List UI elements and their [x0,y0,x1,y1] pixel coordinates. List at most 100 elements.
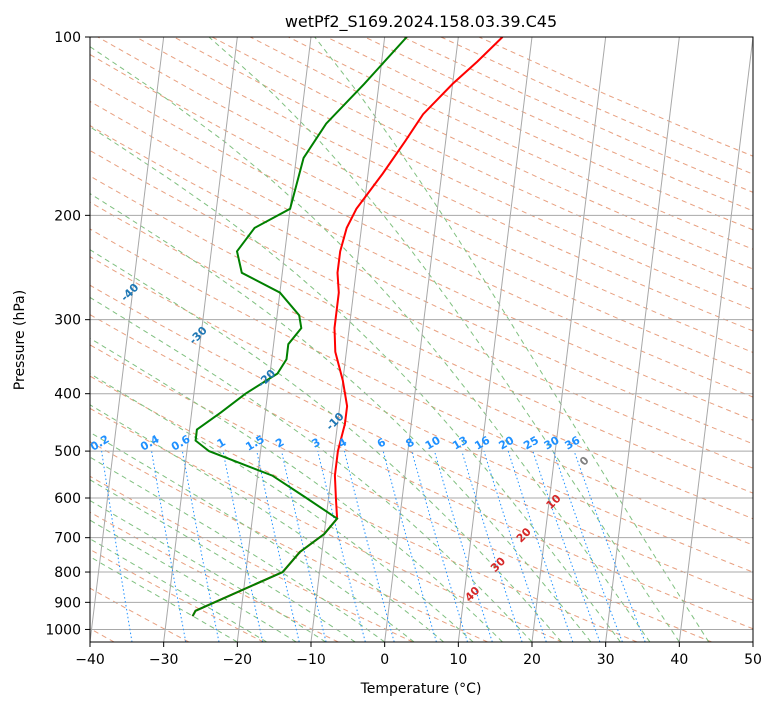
dry-adiabat-line [326,37,753,231]
dry-adiabat-line [90,201,753,520]
y-tick-label: 900 [54,595,81,611]
moist-adiabat-line [314,37,710,642]
moist-adiabat-line [90,500,326,642]
dry-adiabat-line [90,53,753,376]
dry-adiabat-line [440,37,753,175]
mixing-ratio-line [411,450,468,642]
moist-adiabat-line [90,296,533,642]
dry-adiabat-line [478,37,753,157]
mixing-ratio-label: 36 [563,433,583,452]
x-tick-label: 20 [523,652,541,668]
y-axis: 100 200 300 400 500 600 700 800 900 1000 [45,30,90,638]
moist-adiabat-line [90,404,444,642]
x-tick-label: 40 [670,652,688,668]
moist-adiabat-line [90,556,238,642]
moist-adiabat-line [208,37,680,642]
chart-title: wetPf2_S169.2024.158.03.39.C45 [285,12,557,32]
dry-adiabat-line [90,284,753,601]
y-tick-label: 100 [54,30,81,46]
mixing-ratio-line [256,450,300,642]
dry-adiabat-line [90,256,753,573]
mixing-ratio-line [382,450,437,642]
moist-adiabat-line [90,456,385,642]
moist-adiabat-line [90,337,503,642]
mixing-ratio-line [343,450,395,642]
isotherm-line [163,37,238,642]
moist-adiabat-line [90,431,415,642]
dry-adiabats [90,37,753,642]
mixing-ratio-label: 1.5 [243,433,266,454]
mixing-ratio-line [461,450,523,642]
y-tick-label: 600 [54,491,81,507]
moist-adiabat-line [90,538,268,642]
y-tick-label: 800 [54,565,81,581]
dry-adiabat-line [90,149,753,469]
x-tick-label: 0 [380,652,389,668]
isotherm-label: -30 [187,324,210,347]
mixing-ratio-label: 16 [472,433,492,452]
moist-adiabats [90,37,710,642]
mixing-ratio-line [573,450,646,642]
dry-adiabat-line [364,37,753,212]
y-axis-label: Pressure (hPa) [12,290,28,390]
dry-adiabat-line [173,37,753,311]
isotherm-line [310,37,386,642]
mixing-ratio-label: 20 [497,433,517,452]
x-tick-label: −30 [149,652,179,668]
moist-adiabat-line [90,193,592,642]
isotherm-line [457,37,533,642]
moist-adiabat-line [90,46,651,642]
isotherm-line [90,37,165,642]
y-tick-label: 400 [54,387,81,403]
isotherm-line [236,37,312,642]
mixing-ratio-line [507,450,574,642]
isotherm-line [605,37,680,642]
isotherm-label: -60 [0,195,5,218]
plot-frame [89,36,754,643]
dewpoint-line [191,37,408,617]
x-axis-label: Temperature (°C) [360,681,482,697]
mixing-ratio-label: 0.2 [88,433,111,454]
dry-adiabat-line [90,175,753,494]
isotherm-line [384,37,459,642]
mixing-ratio-line [434,450,493,642]
dry-adiabat-line [90,548,264,642]
plot-area: 0.10.20.40.611.52346810131620253036-100-… [0,37,753,642]
mixing-ratio-label: 1 [215,436,228,451]
x-axis: −40 −30 −20 −10 0 10 20 30 40 50 [75,642,762,668]
wetbulb-label: 20 [514,525,534,545]
y-tick-label: 1000 [45,622,81,638]
y-tick-label: 500 [54,444,81,460]
mixing-ratio-line [181,451,220,642]
dry-adiabat-line [90,475,414,642]
moist-adiabat-line [90,479,356,642]
mixing-ratio-line [101,451,133,642]
wetbulb-label: 0 [577,454,592,469]
dry-adiabat-line [90,124,753,445]
mixing-ratio-line [222,451,264,642]
dry-adiabat-line [90,228,753,546]
mixing-ratio-line [483,450,547,642]
moist-adiabat-line [90,519,297,642]
mixing-ratio-line [281,450,327,642]
isotherm-label: -50 [50,238,73,261]
dry-adiabat-line [135,37,753,332]
mixing-ratio-label: 30 [542,433,562,452]
mixing-ratio-label: 0.4 [138,432,162,453]
x-tick-label: 30 [597,652,615,668]
x-tick-label: −40 [75,652,105,668]
isotherm-line [531,37,607,642]
dry-adiabat-line [90,407,563,642]
mixing-ratio-label: 25 [521,434,541,453]
wetbulb-label: 10 [544,492,564,512]
y-tick-label: 300 [54,313,81,329]
isotherm-line [752,637,753,642]
mixing-ratio-lines [101,450,646,642]
moist-adiabat-line [90,373,474,642]
x-tick-label: 10 [449,652,467,668]
dry-adiabat-line [288,37,753,250]
mixing-ratio-label: 10 [423,433,443,452]
x-tick-label: 50 [744,652,762,668]
dry-adiabat-line [90,344,712,642]
y-tick-label: 200 [54,208,81,224]
